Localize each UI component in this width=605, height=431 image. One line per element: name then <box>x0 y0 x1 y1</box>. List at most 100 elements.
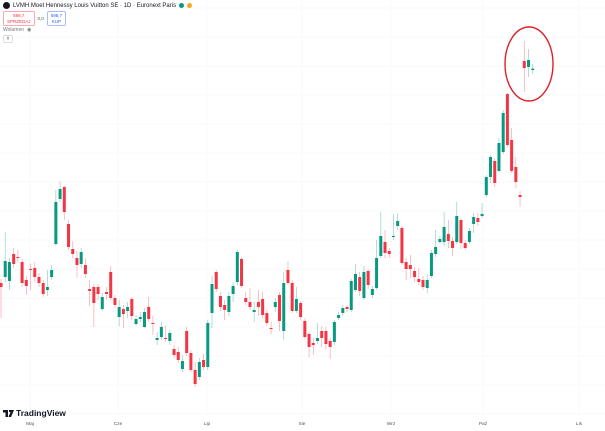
candle-body <box>231 286 235 294</box>
candle <box>88 280 92 306</box>
candle <box>58 181 62 202</box>
candle <box>79 248 83 268</box>
candle-body <box>514 167 518 182</box>
candle <box>463 240 467 250</box>
symbol-title[interactable]: LVMH Moet Hennessy Louis Vuitton SE · 1D… <box>13 2 177 9</box>
grid <box>0 0 605 415</box>
candle <box>273 298 277 312</box>
candle-body <box>256 302 260 307</box>
candle-body <box>467 231 471 242</box>
candle <box>387 248 391 258</box>
candle-body <box>476 218 480 222</box>
candle-body <box>379 236 383 256</box>
candle <box>240 257 244 288</box>
candle-body <box>510 140 514 171</box>
candle <box>514 157 518 188</box>
candle-body <box>400 228 404 263</box>
candle <box>269 322 273 334</box>
candle-body <box>45 287 49 290</box>
candle-body <box>375 258 379 288</box>
candle <box>396 213 400 230</box>
candle <box>316 323 319 344</box>
candle <box>337 312 341 320</box>
candle <box>299 301 303 320</box>
candle <box>527 49 530 77</box>
buy-button[interactable]: 598,7 KUP <box>46 11 67 26</box>
chevron-up-icon: ˄ <box>6 36 10 42</box>
candle-body <box>265 313 269 323</box>
candle <box>210 276 214 328</box>
candle <box>425 274 429 293</box>
candle <box>155 332 159 345</box>
candle-body <box>79 252 83 264</box>
delay-status-icon <box>187 3 193 8</box>
x-axis-label: Wrz <box>386 422 396 427</box>
candle-body <box>113 298 117 305</box>
x-axis-label: Sie <box>298 422 306 427</box>
candle-body <box>489 157 493 177</box>
sell-button[interactable]: 598,7 SPRZEDAJ <box>3 11 35 26</box>
candle-body <box>189 353 193 370</box>
candle-body <box>12 254 16 264</box>
candle-body <box>429 253 433 276</box>
candle <box>505 93 509 147</box>
x-axis-label: Lis <box>575 422 583 427</box>
eye-icon[interactable]: ◉ <box>27 27 32 33</box>
volume-indicator[interactable]: Wolumen ◉ <box>3 27 31 33</box>
candle <box>400 226 404 265</box>
candle-body <box>425 280 429 288</box>
candle <box>117 300 121 326</box>
candle <box>510 128 514 173</box>
candle <box>480 203 484 218</box>
chart-header: LVMH Moet Hennessy Louis Vuitton SE · 1D… <box>3 2 193 9</box>
candle-body <box>83 265 87 274</box>
candle-body <box>0 283 3 287</box>
candle <box>147 297 151 322</box>
candle-body <box>100 297 104 309</box>
candle-body <box>438 239 442 242</box>
candle <box>294 287 298 313</box>
candle-body <box>459 220 463 243</box>
candle-body <box>96 287 100 294</box>
candle <box>218 292 222 311</box>
candle-body <box>286 270 290 283</box>
candle-body <box>248 302 252 307</box>
candle-body <box>273 302 277 307</box>
candle <box>71 241 75 258</box>
candle <box>290 280 294 313</box>
candle <box>286 261 290 285</box>
collapse-button[interactable]: ˄ <box>3 35 13 43</box>
candle <box>113 295 117 308</box>
candle-body <box>3 261 7 277</box>
buy-label: KUP <box>51 18 62 24</box>
candle-body <box>417 279 421 282</box>
candle <box>391 214 395 240</box>
candle-body <box>210 284 214 313</box>
candle-body <box>75 258 79 265</box>
candle <box>370 286 374 298</box>
candle <box>50 265 54 280</box>
candle <box>159 322 163 340</box>
candle <box>467 228 471 244</box>
candle-body <box>105 292 108 294</box>
candle-body <box>484 177 488 195</box>
x-axis-label: Paź <box>478 422 488 427</box>
candle <box>12 248 16 268</box>
candle-body <box>497 143 501 171</box>
candle-body <box>172 349 176 355</box>
candle-body <box>455 216 459 242</box>
candle <box>45 270 49 296</box>
candle <box>0 279 3 318</box>
candle <box>206 320 210 370</box>
x-axis-label: Lip <box>203 422 211 427</box>
candle <box>100 293 104 311</box>
candle <box>417 268 421 285</box>
candle <box>434 230 438 257</box>
candle <box>256 290 260 316</box>
candle <box>303 318 307 339</box>
candle <box>24 276 28 295</box>
candle-body <box>531 68 535 70</box>
candle <box>33 262 37 282</box>
candle <box>138 312 142 322</box>
